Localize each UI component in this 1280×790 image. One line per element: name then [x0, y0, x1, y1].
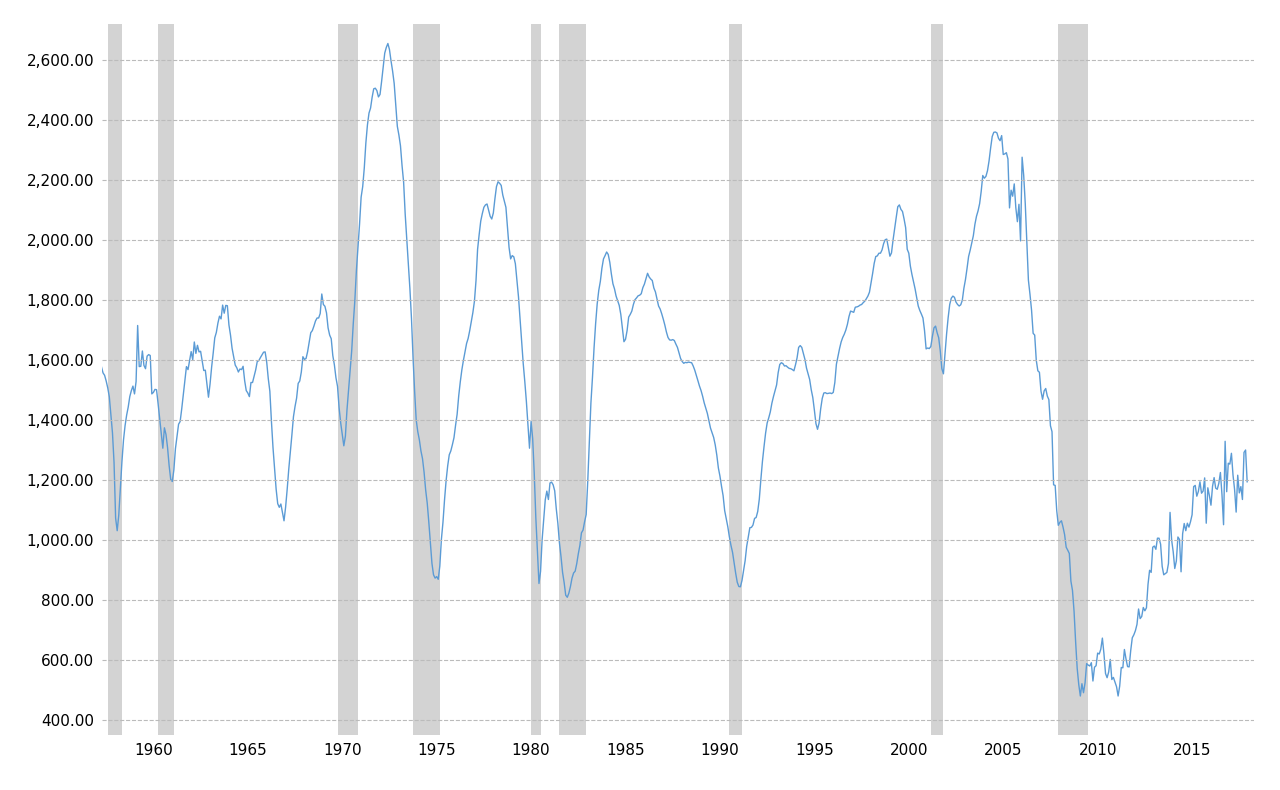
Bar	[159, 24, 174, 735]
Bar	[338, 24, 358, 735]
Bar	[413, 24, 440, 735]
Bar	[730, 24, 742, 735]
Bar	[1059, 24, 1088, 735]
Bar	[108, 24, 122, 735]
Bar	[931, 24, 943, 735]
Bar	[531, 24, 540, 735]
Bar	[559, 24, 586, 735]
